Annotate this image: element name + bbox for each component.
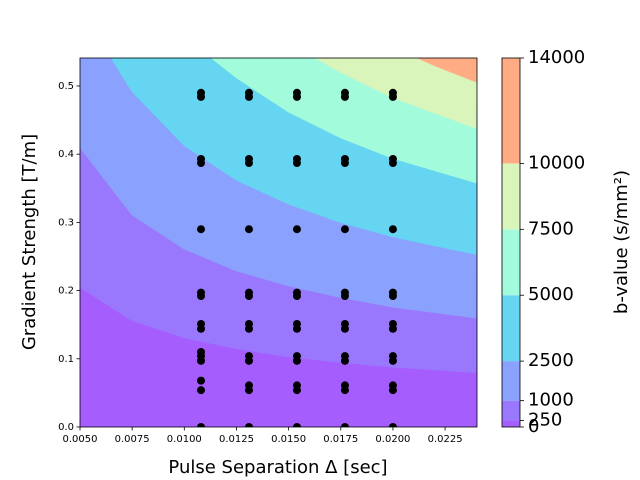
colorbar-band: [502, 229, 520, 296]
data-point: [340, 154, 349, 163]
data-point: [388, 154, 397, 163]
data-point: [292, 154, 301, 163]
contour-boundary: [211, 58, 477, 184]
data-point: [340, 88, 349, 97]
colorbar-tick-label: 5000: [528, 284, 574, 305]
x-tick-label: 0.0225: [428, 434, 463, 445]
y-tick-label: 0.3: [58, 217, 74, 228]
colorbar-tick-label: 10000: [528, 152, 585, 173]
colorbar-band: [502, 58, 520, 164]
colorbar-tick-label: 7500: [528, 218, 574, 239]
x-tick-label: 0.0200: [375, 434, 410, 445]
data-point: [292, 225, 301, 234]
colorbar-band: [502, 361, 520, 401]
data-point: [292, 288, 301, 297]
x-tick-label: 0.0075: [115, 434, 150, 445]
data-point: [292, 381, 301, 390]
y-tick-label: 0.4: [58, 149, 74, 160]
contour-boundary: [315, 58, 477, 129]
data-point: [244, 288, 253, 297]
data-point: [388, 225, 397, 234]
data-point: [340, 288, 349, 297]
data-point: [340, 225, 349, 234]
colorbar-label: b-value (s/mm²): [611, 170, 632, 314]
data-point: [292, 88, 301, 97]
plot-frame: [79, 57, 478, 428]
y-tick-label: 0.0: [58, 422, 74, 433]
data-point: [388, 288, 397, 297]
colorbar-frame: [501, 57, 521, 428]
colorbar-tick-label: 0: [528, 416, 539, 437]
colorbar-tick-label: 2500: [528, 350, 574, 371]
colorbar-band: [502, 420, 520, 427]
y-axis-label: Gradient Strength [T/m]: [19, 134, 40, 350]
data-point: [340, 352, 349, 361]
data-point: [196, 347, 205, 356]
data-point: [388, 423, 397, 427]
data-point: [244, 88, 253, 97]
data-point: [292, 320, 301, 329]
x-tick-label: 0.0100: [167, 434, 202, 445]
y-tick-label: 0.5: [58, 81, 74, 92]
plot-area: [80, 58, 477, 427]
data-point: [196, 320, 205, 329]
data-point: [292, 352, 301, 361]
data-point: [388, 88, 397, 97]
data-point: [244, 381, 253, 390]
data-point: [292, 423, 301, 427]
data-point: [196, 376, 205, 385]
data-point: [388, 320, 397, 329]
data-point: [244, 423, 253, 427]
x-tick-label: 0.0125: [219, 434, 254, 445]
x-axis-label: Pulse Separation Δ [sec]: [168, 457, 387, 478]
colorbar-band: [502, 400, 520, 421]
data-point: [244, 352, 253, 361]
colorbar-tick-label: 1000: [528, 390, 574, 411]
colorbar-band: [502, 163, 520, 230]
data-point: [196, 88, 205, 97]
contour-boundary: [80, 286, 477, 373]
x-tick-label: 0.0050: [63, 434, 98, 445]
contour-boundary: [417, 58, 477, 83]
colorbar-band: [502, 295, 520, 362]
data-point: [196, 288, 205, 297]
data-point: [340, 381, 349, 390]
y-tick-label: 0.2: [58, 286, 74, 297]
data-point: [196, 154, 205, 163]
colorbar-tick-label: 14000: [528, 47, 585, 68]
data-point: [388, 381, 397, 390]
y-tick-label: 0.1: [58, 354, 74, 365]
data-point: [196, 423, 205, 427]
x-tick-label: 0.0150: [271, 434, 306, 445]
data-point: [196, 386, 205, 395]
contour-boundary: [110, 58, 477, 255]
colorbar-tick-label: 250: [528, 409, 562, 430]
data-point: [340, 423, 349, 427]
data-point: [244, 320, 253, 329]
contour-boundary: [80, 147, 477, 319]
data-point: [388, 352, 397, 361]
data-point: [196, 225, 205, 234]
data-point: [244, 154, 253, 163]
data-point: [244, 225, 253, 234]
x-tick-label: 0.0175: [323, 434, 358, 445]
data-point: [340, 320, 349, 329]
